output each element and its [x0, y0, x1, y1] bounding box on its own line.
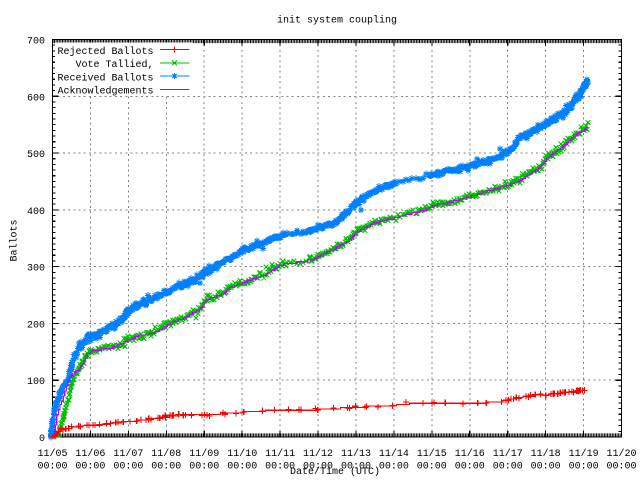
- svg-text:init system coupling: init system coupling: [277, 15, 397, 27]
- svg-text:Acknowledgements: Acknowledgements: [57, 86, 153, 98]
- svg-text:11/17: 11/17: [493, 448, 523, 460]
- svg-text:Vote Tallied,: Vote Tallied,: [75, 59, 153, 71]
- svg-text:0: 0: [39, 434, 45, 445]
- svg-text:00:00: 00:00: [493, 461, 523, 472]
- svg-text:11/20: 11/20: [606, 448, 636, 460]
- svg-text:00:00: 00:00: [379, 461, 409, 472]
- svg-text:11/19: 11/19: [569, 448, 599, 460]
- svg-text:100: 100: [27, 377, 45, 388]
- svg-text:00:00: 00:00: [265, 461, 295, 472]
- svg-text:Rejected Ballots: Rejected Ballots: [57, 46, 153, 58]
- svg-text:00:00: 00:00: [227, 461, 257, 472]
- svg-text:11/10: 11/10: [227, 448, 257, 460]
- svg-text:11/06: 11/06: [75, 448, 105, 460]
- svg-text:11/05: 11/05: [37, 448, 67, 460]
- svg-text:00:00: 00:00: [341, 461, 371, 472]
- svg-text:11/18: 11/18: [531, 448, 561, 460]
- svg-text:00:00: 00:00: [531, 461, 561, 472]
- svg-text:00:00: 00:00: [113, 461, 143, 472]
- svg-text:Ballots: Ballots: [9, 219, 21, 261]
- svg-text:00:00: 00:00: [606, 461, 636, 472]
- svg-text:200: 200: [27, 320, 45, 331]
- svg-text:Date/Time (UTC): Date/Time (UTC): [290, 466, 380, 478]
- svg-text:00:00: 00:00: [303, 461, 333, 472]
- svg-text:00:00: 00:00: [37, 461, 67, 472]
- svg-text:00:00: 00:00: [569, 461, 599, 472]
- svg-text:400: 400: [27, 207, 45, 218]
- svg-text:11/07: 11/07: [113, 448, 143, 460]
- svg-text:00:00: 00:00: [189, 461, 219, 472]
- svg-text:11/13: 11/13: [341, 448, 371, 460]
- svg-text:00:00: 00:00: [75, 461, 105, 472]
- svg-text:700: 700: [27, 37, 45, 48]
- svg-text:11/08: 11/08: [151, 448, 181, 460]
- svg-text:11/09: 11/09: [189, 448, 219, 460]
- svg-text:00:00: 00:00: [151, 461, 181, 472]
- svg-text:Received Ballots: Received Ballots: [57, 72, 153, 84]
- svg-text:11/15: 11/15: [417, 448, 447, 460]
- svg-text:11/11: 11/11: [265, 448, 295, 460]
- svg-text:11/14: 11/14: [379, 448, 409, 460]
- svg-text:00:00: 00:00: [417, 461, 447, 472]
- svg-text:11/12: 11/12: [303, 448, 333, 460]
- svg-text:00:00: 00:00: [455, 461, 485, 472]
- svg-text:11/16: 11/16: [455, 448, 485, 460]
- svg-text:300: 300: [27, 264, 45, 275]
- svg-text:600: 600: [27, 93, 45, 104]
- svg-text:500: 500: [27, 150, 45, 161]
